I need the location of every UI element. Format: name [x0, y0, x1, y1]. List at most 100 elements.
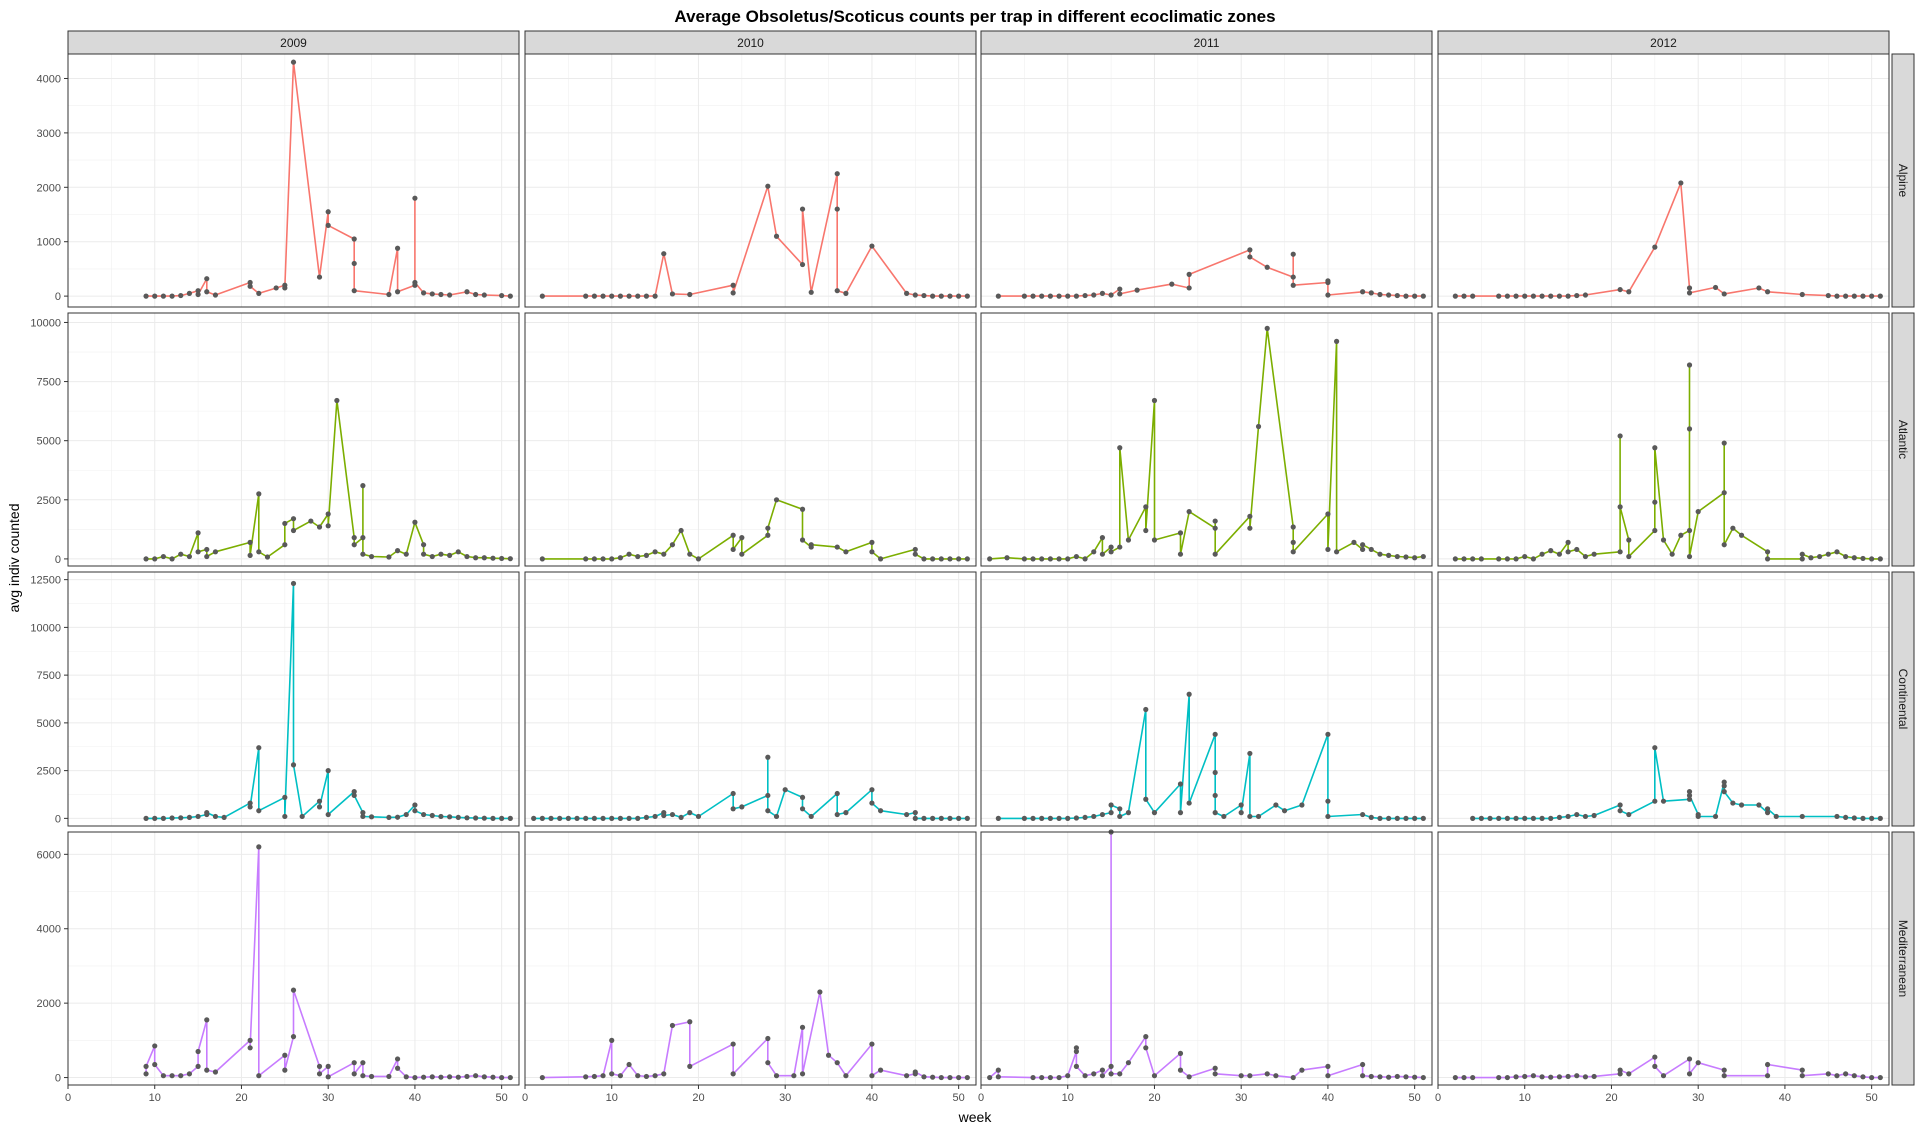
data-point [1264, 1071, 1270, 1077]
data-point [499, 815, 505, 821]
panel-atlantic-2012 [1437, 312, 1890, 567]
data-point [669, 811, 676, 818]
data-point [1825, 292, 1831, 299]
data-point [1125, 810, 1132, 816]
data-point [1617, 1071, 1623, 1077]
y-tick-label: 2000 [37, 182, 61, 194]
data-point [351, 789, 357, 795]
data-point [429, 1074, 435, 1080]
data-point [1325, 546, 1331, 553]
x-axis-title: week [958, 1109, 993, 1125]
data-point [1143, 504, 1149, 510]
y-tick-label: 2000 [37, 998, 61, 1010]
data-point [325, 768, 331, 774]
data-point [773, 233, 780, 239]
data-point [1143, 1034, 1149, 1040]
data-point [178, 551, 184, 557]
data-point [1221, 813, 1227, 820]
data-point [412, 519, 418, 525]
data-point [1186, 271, 1192, 277]
data-point [1582, 553, 1589, 560]
data-point [325, 523, 331, 529]
data-point [1582, 292, 1589, 298]
data-point [160, 293, 167, 299]
data-point [1212, 810, 1218, 816]
data-point [1513, 556, 1519, 562]
data-point [808, 813, 814, 820]
data-point [212, 292, 219, 298]
data-point [1143, 796, 1149, 802]
data-point [169, 815, 175, 821]
data-point [1247, 525, 1253, 531]
data-point [178, 292, 184, 299]
y-tick-label: 0 [55, 554, 61, 566]
data-point [1247, 513, 1253, 519]
data-point [1386, 552, 1392, 558]
data-point [1556, 551, 1563, 557]
data-point [609, 1037, 615, 1043]
data-point [1513, 815, 1519, 821]
data-point [921, 292, 927, 299]
panel-background [1438, 54, 1889, 307]
panel-background [981, 54, 1432, 307]
data-point [1626, 537, 1632, 543]
data-point [1799, 1067, 1805, 1073]
data-point [1470, 815, 1476, 821]
data-point [1117, 544, 1123, 550]
data-point [843, 290, 849, 296]
data-point [1039, 1074, 1045, 1081]
data-point [661, 1071, 667, 1077]
data-point [1056, 556, 1062, 562]
data-point [695, 556, 702, 562]
data-point [1030, 1074, 1036, 1081]
data-point [204, 276, 210, 282]
data-point [1851, 815, 1857, 821]
y-tick-label: 7500 [37, 377, 61, 389]
data-point [869, 1041, 875, 1047]
data-point [1565, 549, 1571, 555]
data-point [1565, 539, 1571, 545]
data-point [256, 844, 262, 850]
data-point [195, 530, 201, 536]
data-point [1299, 802, 1305, 808]
data-point [843, 810, 849, 816]
data-point [1290, 539, 1296, 545]
data-point [1212, 518, 1218, 524]
zone-strip [1891, 53, 1915, 308]
panel-background [68, 54, 519, 307]
data-point [799, 806, 806, 812]
data-point [1264, 325, 1270, 331]
data-point [947, 1074, 953, 1081]
data-point [1686, 1071, 1693, 1077]
data-point [1834, 1073, 1840, 1079]
data-point [869, 549, 875, 555]
data-point [1730, 525, 1736, 531]
data-point [938, 293, 944, 299]
panel-border [524, 53, 977, 308]
data-point [360, 535, 366, 541]
data-point [152, 293, 158, 299]
data-point [247, 279, 253, 286]
data-point [995, 293, 1001, 299]
data-point [1617, 808, 1623, 814]
data-point [956, 293, 962, 299]
data-point [394, 289, 401, 295]
data-point [1695, 1060, 1701, 1066]
data-point [1626, 1071, 1632, 1077]
data-point [1721, 789, 1727, 795]
data-point [1686, 426, 1693, 432]
data-point [1177, 1050, 1184, 1056]
data-point [1539, 815, 1545, 821]
panel-background [1438, 313, 1889, 566]
data-point [386, 814, 392, 821]
data-point [1151, 1073, 1158, 1079]
x-tick-label: 50 [1409, 1092, 1421, 1104]
data-point [403, 811, 409, 818]
data-point [290, 59, 297, 65]
data-point [1686, 290, 1693, 296]
data-point [1738, 532, 1745, 538]
data-point [1764, 1061, 1771, 1068]
data-point [1565, 293, 1571, 299]
data-point [351, 542, 357, 548]
data-point [877, 1067, 884, 1073]
